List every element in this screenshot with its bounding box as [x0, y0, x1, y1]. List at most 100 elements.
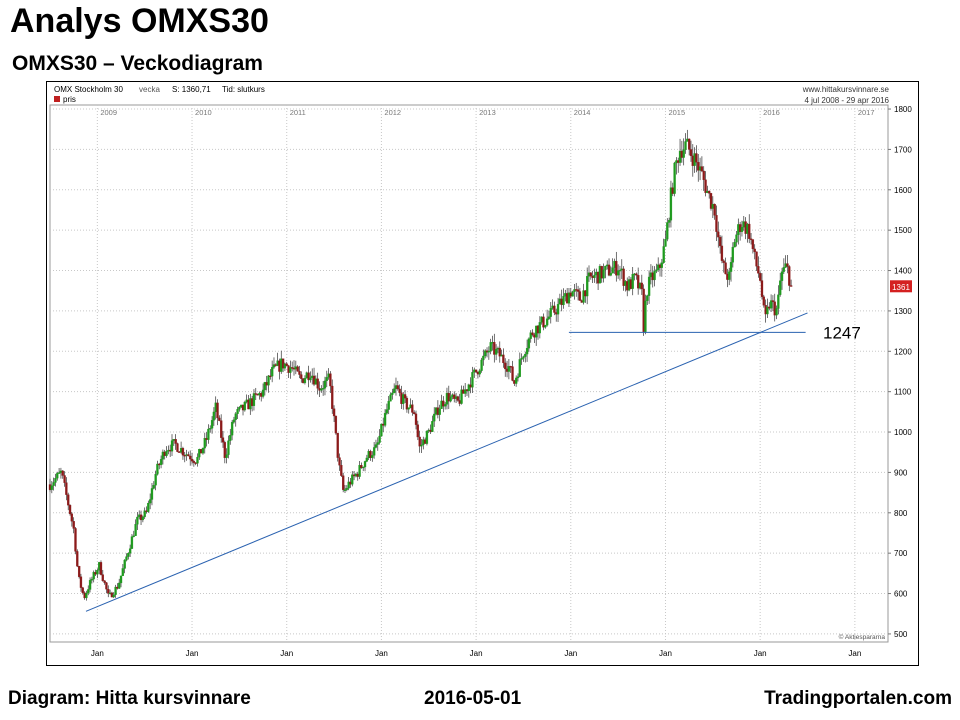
candle-body	[545, 318, 549, 326]
candle-body	[777, 294, 780, 309]
candle-body	[369, 450, 372, 458]
candle-body	[749, 238, 753, 240]
candle-body	[531, 332, 534, 335]
candle-body	[289, 367, 292, 373]
candle-body	[735, 234, 738, 243]
legend-swatch	[54, 96, 60, 102]
candle-body	[484, 350, 487, 357]
candle-body	[325, 377, 328, 382]
candle-body	[786, 263, 789, 267]
footer-site: Tradingportalen.com	[764, 688, 952, 709]
candle-body	[85, 592, 88, 599]
candle-body	[61, 470, 64, 476]
footer-date: 2016-05-01	[424, 688, 522, 709]
candle-body	[254, 393, 257, 395]
candle-body	[192, 461, 196, 463]
candle-body	[271, 367, 274, 377]
candle-body	[121, 568, 124, 577]
candle-body	[225, 454, 228, 458]
candle-body	[234, 413, 237, 420]
candle-body	[393, 388, 396, 394]
candle-body	[573, 289, 576, 292]
x-tick-label: Jan	[564, 649, 577, 658]
candle-body	[88, 580, 92, 590]
candle-body	[187, 454, 190, 457]
candle-body	[635, 273, 638, 276]
candle-body	[389, 394, 392, 402]
candle-body	[751, 239, 755, 250]
candle-body	[376, 442, 379, 445]
candle-body	[567, 292, 571, 304]
candle-body	[759, 273, 762, 281]
candle-body	[414, 413, 418, 425]
candle-body	[516, 376, 520, 379]
candle-body	[544, 325, 547, 328]
candle-body	[209, 428, 212, 430]
candle-body	[782, 267, 785, 272]
candle-body	[156, 463, 159, 475]
candle-body	[416, 424, 419, 438]
candle-body	[673, 162, 676, 194]
candle-body	[689, 149, 693, 156]
candle-body	[107, 589, 110, 594]
candle-body	[511, 366, 514, 381]
candle-body	[307, 372, 310, 381]
candle-body	[92, 572, 95, 580]
candle-body	[152, 485, 155, 489]
x-year-label: 2014	[574, 108, 591, 117]
y-tick-label: 1200	[894, 347, 912, 356]
candle-body	[728, 271, 731, 280]
candle-body	[385, 409, 389, 414]
candle-body	[347, 481, 350, 489]
candle-body	[68, 504, 72, 515]
candle-body	[731, 246, 735, 263]
x-year-label: 2017	[858, 108, 875, 117]
candle-body	[615, 260, 618, 276]
candle-body	[607, 264, 611, 276]
candle-body	[562, 296, 565, 306]
candle-body	[549, 308, 552, 317]
candle-body	[210, 420, 214, 429]
candle-body	[342, 475, 345, 490]
y-tick-label: 1400	[894, 267, 912, 276]
candle-body	[183, 455, 186, 457]
candle-body	[538, 322, 541, 334]
candle-body	[771, 300, 775, 302]
y-tick-label: 900	[894, 468, 908, 477]
candle-body	[81, 587, 84, 593]
candle-body	[105, 582, 108, 590]
candle-body	[666, 222, 669, 240]
candle-body	[713, 203, 716, 216]
candle-body	[123, 559, 126, 569]
candle-body	[387, 401, 390, 410]
x-tick-label: Jan	[470, 649, 483, 658]
candle-body	[291, 367, 294, 369]
candle-body	[789, 285, 793, 287]
candle-body	[338, 457, 341, 466]
page-subtitle: OMXS30 – Veckodiagram	[12, 52, 263, 75]
candle-body	[757, 266, 760, 274]
candle-body	[618, 269, 622, 272]
candle-body	[331, 385, 334, 409]
candle-body	[87, 589, 90, 594]
candle-body	[285, 363, 288, 366]
candle-body	[438, 408, 441, 415]
y-tick-label: 1100	[894, 388, 912, 397]
candle-body	[272, 364, 276, 368]
candle-body	[358, 465, 361, 477]
candle-body	[769, 300, 773, 309]
candle-body	[420, 444, 423, 447]
candle-body	[748, 223, 751, 239]
last-value-marker	[890, 280, 912, 293]
candle-body	[722, 260, 725, 263]
candle-body	[529, 332, 532, 339]
candle-body	[296, 366, 299, 372]
candle-body	[507, 366, 511, 372]
candle-body	[474, 369, 478, 373]
candle-body	[556, 304, 560, 315]
x-tick-label: Jan	[848, 649, 861, 658]
candle-body	[252, 393, 256, 406]
candle-body	[141, 516, 145, 521]
candle-body	[753, 248, 756, 252]
candle-body	[433, 413, 436, 422]
